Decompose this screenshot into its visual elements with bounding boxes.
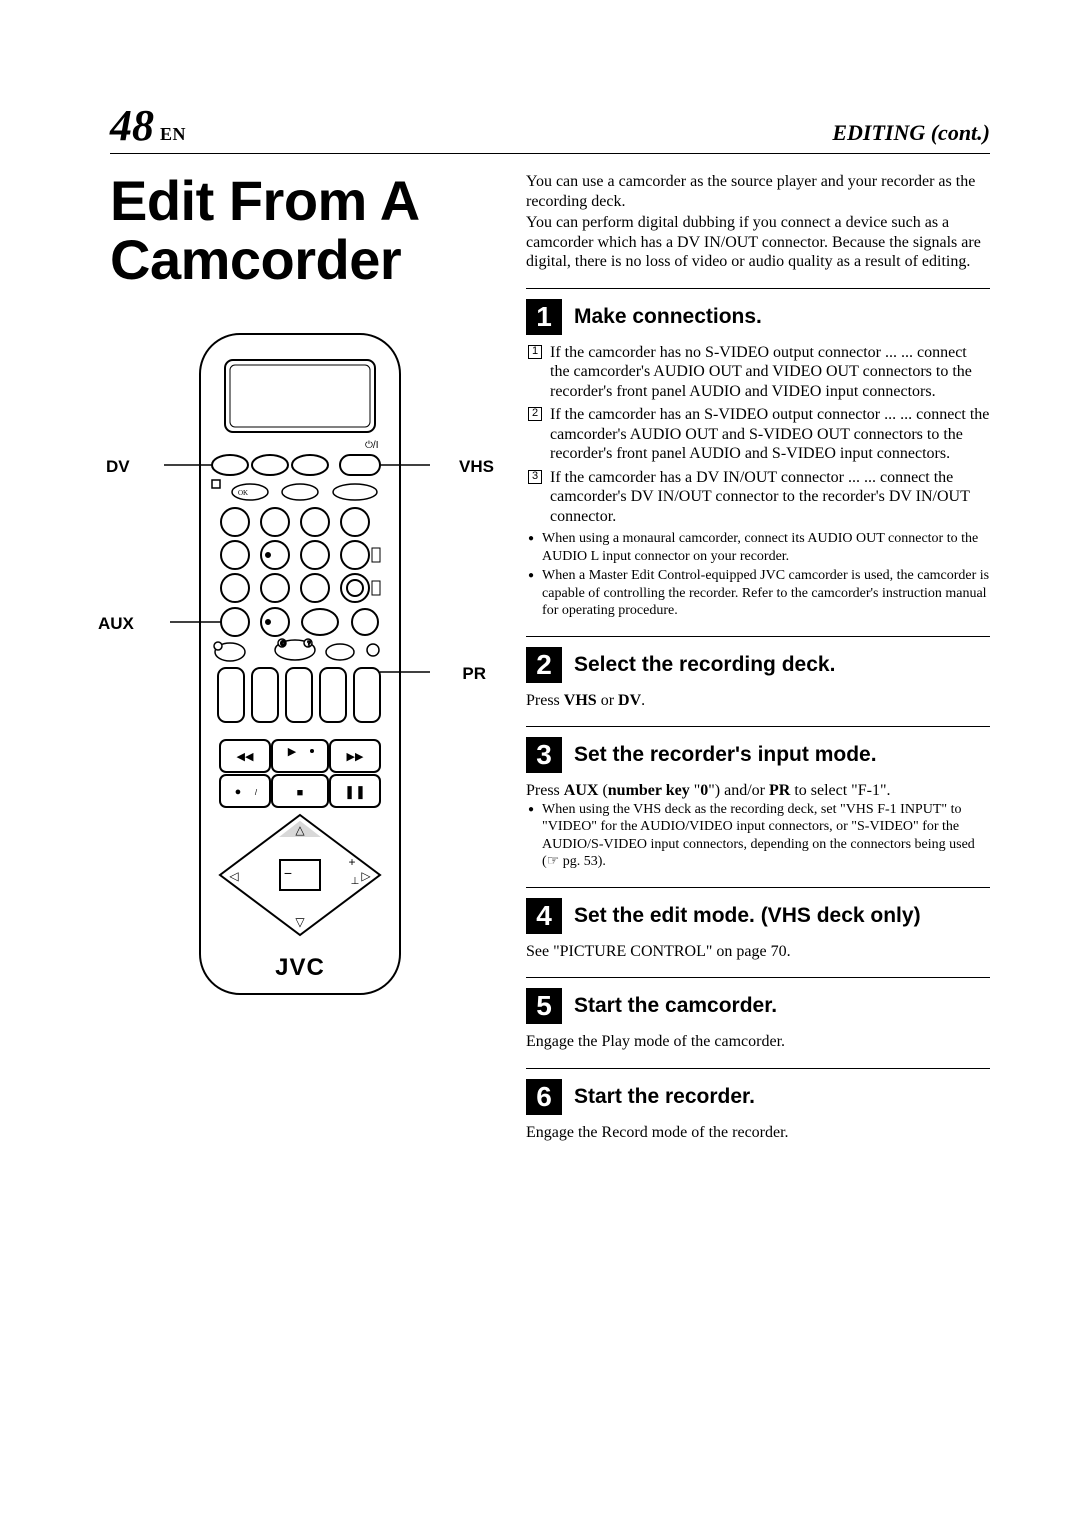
svg-text:8: 8	[271, 580, 279, 596]
list-text: If the camcorder has no S-VIDEO output c…	[550, 343, 990, 402]
list-text: If the camcorder has a DV IN/OUT connect…	[550, 468, 990, 527]
svg-text:◀◀: ◀◀	[237, 751, 254, 763]
list-text: If the camcorder has an S-VIDEO output c…	[550, 405, 990, 464]
svg-text:7: 7	[231, 580, 239, 596]
step-title: Start the camcorder.	[574, 993, 777, 1019]
intro-p2: You can perform digital dubbing if you c…	[526, 213, 990, 272]
page-number-value: 48	[110, 100, 154, 151]
step-heading: 6 Start the recorder.	[526, 1068, 990, 1115]
bullet-list: When using a monaural camcorder, connect…	[526, 530, 990, 620]
step-body: Press VHS or DV.	[526, 691, 990, 711]
list-index: 2	[528, 407, 542, 421]
svg-text:❚❚: ❚❚	[344, 784, 366, 800]
step-number: 4	[526, 898, 562, 934]
svg-text:?: ?	[307, 640, 310, 648]
brand-text: JVC	[275, 954, 325, 981]
step-heading: 2 Select the recording deck.	[526, 636, 990, 683]
step-body: Press AUX (number key "0") and/or PR to …	[526, 781, 990, 801]
step-number: 1	[526, 299, 562, 335]
svg-text:⏻/I: ⏻/I	[365, 440, 378, 451]
step-heading: 5 Start the camcorder.	[526, 977, 990, 1024]
step-body: Engage the Record mode of the recorder.	[526, 1123, 990, 1143]
step-body: Engage the Play mode of the camcorder.	[526, 1032, 990, 1052]
svg-text:▽: ▽	[295, 915, 305, 929]
step-heading: 3 Set the recorder's input mode.	[526, 726, 990, 773]
instructions-column: You can use a camcorder as the source pl…	[526, 172, 990, 1142]
label-aux: AUX	[98, 614, 134, 634]
step-number: 2	[526, 647, 562, 683]
page-lang: EN	[160, 124, 186, 145]
bullet-text: When a Master Edit Control-equipped JVC …	[542, 567, 990, 620]
page-header: 48 EN EDITING (cont.)	[110, 100, 990, 154]
svg-text:▶: ▶	[288, 746, 297, 758]
bullet-list: When using the VHS deck as the recording…	[526, 801, 990, 871]
svg-text:+: +	[261, 673, 269, 689]
svg-text:4: 4	[231, 547, 239, 563]
intro-text: You can use a camcorder as the source pl…	[526, 172, 990, 272]
svg-text:▶▶: ▶▶	[347, 751, 364, 763]
svg-text:+: +	[295, 673, 303, 689]
svg-text:6: 6	[311, 547, 319, 563]
svg-text:⊥: ⊥	[351, 876, 360, 887]
svg-text:/ / /: / / /	[312, 618, 328, 629]
step-number: 6	[526, 1079, 562, 1115]
bullet-item: When using a monaural camcorder, connect…	[528, 530, 990, 565]
label-pr: PR	[462, 664, 486, 684]
step-body: See "PICTURE CONTROL" on page 70.	[526, 942, 990, 962]
bullet-text: When using a monaural camcorder, connect…	[542, 530, 990, 565]
page-title: Edit From A Camcorder	[110, 172, 490, 290]
step-number: 3	[526, 737, 562, 773]
svg-text:−: −	[260, 701, 269, 718]
svg-text:−: −	[226, 701, 235, 718]
step-title: Start the recorder.	[574, 1084, 755, 1110]
section-title: EDITING (cont.)	[832, 120, 990, 146]
svg-text:−: −	[328, 701, 337, 718]
label-dv: DV	[106, 457, 130, 477]
list-index: 1	[528, 345, 542, 359]
svg-text:+: +	[348, 855, 355, 869]
svg-text:⏏: ⏏	[350, 551, 360, 563]
svg-text:■: ■	[297, 787, 304, 799]
svg-text:3: 3	[311, 514, 319, 530]
bullet-text: When using the VHS deck as the recording…	[542, 801, 990, 871]
numbered-list: 1 If the camcorder has no S-VIDEO output …	[526, 343, 990, 527]
step-title: Set the recorder's input mode.	[574, 742, 877, 768]
bullet-item: When a Master Edit Control-equipped JVC …	[528, 567, 990, 620]
svg-text:▷: ▷	[361, 869, 371, 883]
remote-diagram: DV VHS AUX PR ⏻/I	[110, 330, 490, 1015]
svg-text:0: 0	[271, 614, 279, 630]
svg-text:+: +	[329, 673, 337, 689]
svg-text:OK: OK	[238, 489, 248, 497]
svg-text:✕: ✕	[228, 614, 241, 631]
svg-text:−: −	[294, 701, 303, 718]
list-index: 3	[528, 470, 542, 484]
step-heading: 4 Set the edit mode. (VHS deck only)	[526, 887, 990, 934]
svg-text:+: +	[363, 673, 371, 689]
step-heading: 1 Make connections.	[526, 288, 990, 335]
svg-text:1: 1	[231, 514, 239, 530]
step-number: 5	[526, 988, 562, 1024]
svg-text:◁: ◁	[229, 869, 239, 883]
numbered-item: 2 If the camcorder has an S-VIDEO output …	[528, 405, 990, 464]
svg-text:●: ●	[235, 786, 242, 798]
step-title: Select the recording deck.	[574, 652, 835, 678]
remote-svg: ⏻/I OK	[130, 330, 470, 1010]
svg-text:△: △	[295, 823, 305, 837]
step-title: Set the edit mode. (VHS deck only)	[574, 903, 921, 929]
svg-text:2: 2	[271, 514, 279, 530]
numbered-item: 3 If the camcorder has a DV IN/OUT connec…	[528, 468, 990, 527]
svg-text:+: +	[227, 673, 235, 689]
label-vhs: VHS	[459, 457, 494, 477]
page-number: 48 EN	[110, 100, 186, 151]
numbered-item: 1 If the camcorder has no S-VIDEO output …	[528, 343, 990, 402]
svg-text:9: 9	[311, 580, 319, 596]
svg-text:−: −	[284, 865, 292, 881]
bullet-item: When using the VHS deck as the recording…	[528, 801, 990, 871]
step-title: Make connections.	[574, 304, 762, 330]
intro-p1: You can use a camcorder as the source pl…	[526, 172, 990, 211]
svg-text:−: −	[362, 701, 371, 718]
svg-text:©: ©	[280, 640, 286, 648]
svg-text:5: 5	[271, 547, 279, 563]
